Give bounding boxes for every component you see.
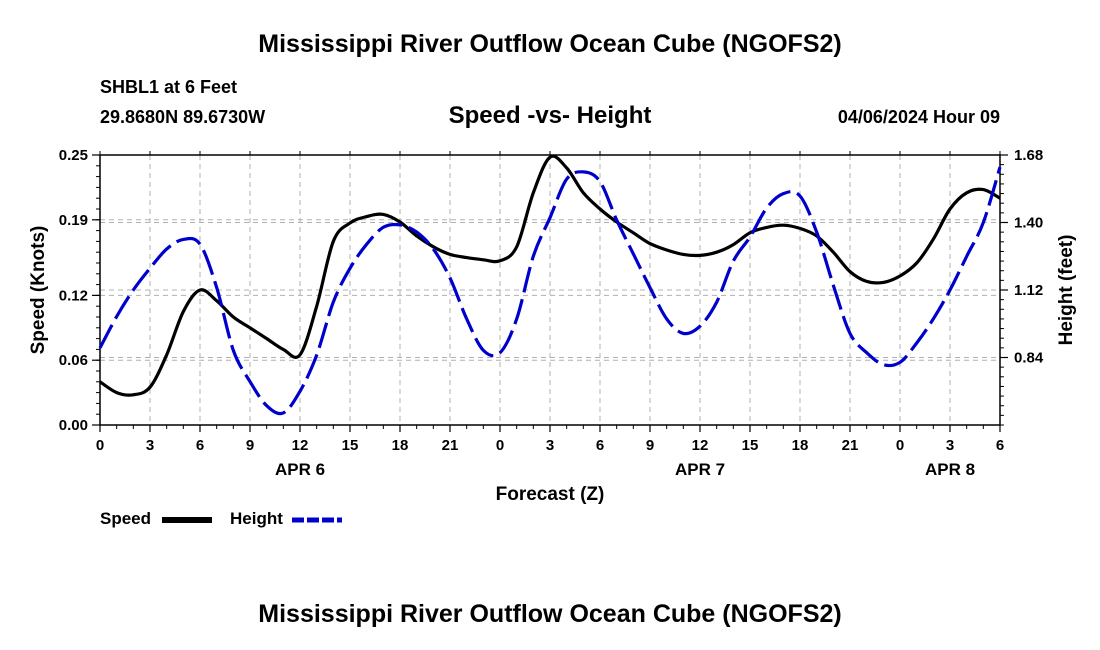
x-tick-label: 15 [742, 437, 759, 454]
day-label: APR 7 [675, 460, 725, 479]
y-right-tick-label: 1.12 [1014, 282, 1043, 299]
x-tick-label: 12 [292, 437, 309, 454]
x-tick-label: 18 [792, 437, 809, 454]
y-axis-right-title: Height (feet) [1056, 235, 1077, 346]
day-label: APR 6 [275, 460, 325, 479]
y-right-tick-label: 1.68 [1014, 147, 1043, 164]
day-label: APR 8 [925, 460, 975, 479]
coordinates-label: 29.8680N 89.6730W [100, 107, 266, 127]
x-tick-label: 18 [392, 437, 409, 454]
x-tick-label: 3 [546, 437, 554, 454]
station-label: SHBL1 at 6 Feet [100, 77, 238, 97]
legend-height-label: Height [230, 509, 283, 528]
x-tick-label: 6 [196, 437, 204, 454]
x-tick-label: 0 [496, 437, 504, 454]
x-tick-label: 0 [896, 437, 904, 454]
x-tick-label: 3 [946, 437, 954, 454]
y-left-tick-label: 0.25 [59, 147, 88, 164]
series-lines [98, 154, 1002, 416]
main-title: Mississippi River Outflow Ocean Cube (NG… [258, 30, 842, 58]
y-right-tick-label: 0.84 [1014, 350, 1044, 367]
y-left-tick-label: 0.12 [59, 287, 88, 304]
x-tick-label: 0 [96, 437, 104, 454]
y-right-tick-label: 1.40 [1014, 215, 1043, 232]
x-axis-title: Forecast (Z) [496, 484, 605, 505]
x-tick-label: 21 [442, 437, 459, 454]
x-tick-label: 21 [842, 437, 859, 454]
x-tick-label: 3 [146, 437, 154, 454]
y-left-tick-label: 0.19 [59, 212, 88, 229]
x-tick-label: 12 [692, 437, 709, 454]
x-tick-label: 9 [246, 437, 254, 454]
x-tick-label: 6 [996, 437, 1004, 454]
x-tick-label: 9 [646, 437, 654, 454]
axis-ticks [92, 151, 1008, 432]
chart-title: Speed -vs- Height [448, 102, 652, 129]
series-line-height [98, 166, 1002, 416]
y-left-tick-label: 0.06 [59, 352, 88, 369]
x-tick-label: 6 [596, 437, 604, 454]
bottom-title: Mississippi River Outflow Ocean Cube (NG… [258, 600, 842, 628]
y-axis-left-title: Speed (Knots) [28, 226, 49, 355]
series-line-speed [99, 154, 1001, 397]
y-left-tick-label: 0.00 [59, 417, 88, 434]
axis-labels: 0 3 6 9 12 15 18 21 0 3 6 9 12 15 18 21 0 3 6 APR 6 APR 7 APR… [59, 147, 1044, 479]
x-tick-label: 15 [342, 437, 359, 454]
forecast-date-label: 04/06/2024 Hour 09 [837, 107, 1000, 127]
legend-speed-label: Speed [100, 509, 151, 528]
grid [100, 154, 1000, 426]
